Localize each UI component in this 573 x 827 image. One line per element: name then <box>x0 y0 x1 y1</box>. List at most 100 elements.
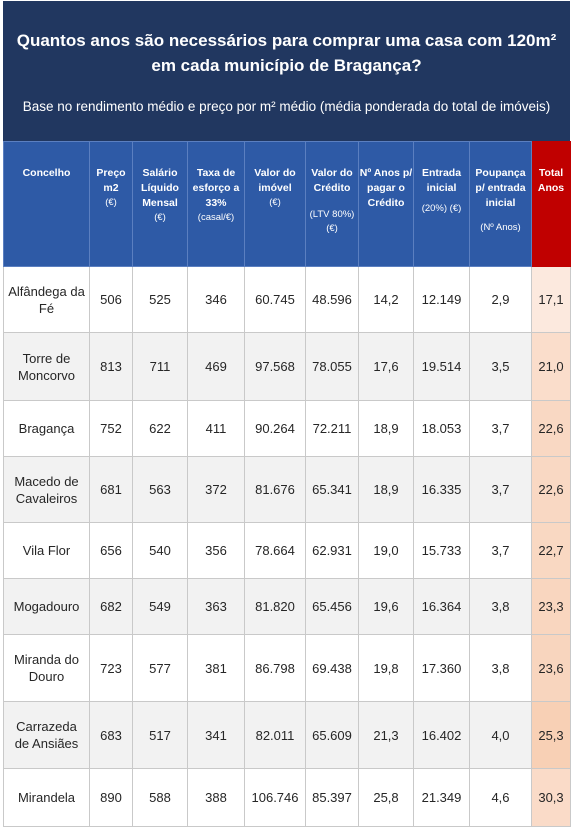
cell-preco-m2: 681 <box>89 456 133 523</box>
cell-valor-imovel: 106.746 <box>244 768 306 827</box>
cell-poupanca: 3,7 <box>469 400 532 457</box>
table-body: Alfândega da Fé 506 525 346 60.745 48.596 14,2… <box>3 266 571 827</box>
cell-taxa: 411 <box>187 400 245 457</box>
cell-poupanca: 2,9 <box>469 266 532 333</box>
cell-entrada: 21.349 <box>413 768 470 827</box>
title-banner: Quantos anos são necessários para compra… <box>3 1 570 141</box>
cell-salario: 577 <box>132 634 188 702</box>
cell-preco-m2: 656 <box>89 522 133 579</box>
cell-anos-credito: 19,8 <box>358 634 414 702</box>
cell-concelho: Alfândega da Fé <box>3 266 90 333</box>
cell-preco-m2: 813 <box>89 332 133 401</box>
cell-total-anos: 23,6 <box>531 634 571 702</box>
cell-salario: 525 <box>132 266 188 333</box>
table-row: Carrazeda de Ansiães 683 517 341 82.011 65.60… <box>3 701 571 769</box>
cell-taxa: 341 <box>187 701 245 769</box>
cell-total-anos: 25,3 <box>531 701 571 769</box>
cell-salario: 711 <box>132 332 188 401</box>
cell-total-anos: 22,6 <box>531 400 571 457</box>
cell-valor-credito: 65.609 <box>305 701 359 769</box>
header-total-anos: Total Anos <box>531 141 571 267</box>
cell-anos-credito: 14,2 <box>358 266 414 333</box>
cell-taxa: 372 <box>187 456 245 523</box>
header-taxa-esforco: Taxa de esforço a 33% (casal/€) <box>187 141 245 267</box>
cell-total-anos: 30,3 <box>531 768 571 827</box>
cell-preco-m2: 682 <box>89 578 133 635</box>
cell-taxa: 388 <box>187 768 245 827</box>
cell-preco-m2: 506 <box>89 266 133 333</box>
cell-valor-credito: 85.397 <box>305 768 359 827</box>
cell-preco-m2: 683 <box>89 701 133 769</box>
cell-valor-imovel: 90.264 <box>244 400 306 457</box>
header-salario: Salário Líquido Mensal (€) <box>132 141 188 267</box>
cell-concelho: Bragança <box>3 400 90 457</box>
table-row: Torre de Moncorvo 813 711 469 97.568 78.055 17… <box>3 332 571 401</box>
cell-anos-credito: 17,6 <box>358 332 414 401</box>
cell-total-anos: 22,6 <box>531 456 571 523</box>
cell-poupanca: 3,8 <box>469 578 532 635</box>
cell-poupanca: 3,8 <box>469 634 532 702</box>
header-poupanca: Poupança p/ entrada inicial (Nº Anos) <box>469 141 532 267</box>
cell-total-anos: 21,0 <box>531 332 571 401</box>
cell-salario: 549 <box>132 578 188 635</box>
cell-valor-credito: 78.055 <box>305 332 359 401</box>
cell-valor-credito: 72.211 <box>305 400 359 457</box>
cell-concelho: Torre de Moncorvo <box>3 332 90 401</box>
table-row: Vila Flor 656 540 356 78.664 62.931 19,0 15.733… <box>3 522 571 579</box>
cell-valor-credito: 48.596 <box>305 266 359 333</box>
header-valor-imovel: Valor do imóvel (€) <box>244 141 306 267</box>
chart-title: Quantos anos são necessários para compra… <box>16 31 557 75</box>
cell-anos-credito: 21,3 <box>358 701 414 769</box>
cell-valor-imovel: 81.676 <box>244 456 306 523</box>
cell-entrada: 12.149 <box>413 266 470 333</box>
cell-valor-imovel: 60.745 <box>244 266 306 333</box>
cell-entrada: 16.364 <box>413 578 470 635</box>
header-anos-credito: Nº Anos p/ pagar o Crédito <box>358 141 414 267</box>
table-row: Miranda do Douro 723 577 381 86.798 69.438 19,… <box>3 634 571 702</box>
header-concelho: Concelho <box>3 141 90 267</box>
cell-valor-credito: 65.456 <box>305 578 359 635</box>
table-row: Mogadouro 682 549 363 81.820 65.456 19,6 16.364… <box>3 578 571 635</box>
cell-anos-credito: 25,8 <box>358 768 414 827</box>
cell-taxa: 346 <box>187 266 245 333</box>
table-row: Macedo de Cavaleiros 681 563 372 81.676 65.34… <box>3 456 571 523</box>
cell-concelho: Mogadouro <box>3 578 90 635</box>
cell-concelho: Miranda do Douro <box>3 634 90 702</box>
cell-poupanca: 4,6 <box>469 768 532 827</box>
cell-salario: 588 <box>132 768 188 827</box>
cell-taxa: 381 <box>187 634 245 702</box>
table-row: Bragança 752 622 411 90.264 72.211 18,9 18.053 3… <box>3 400 571 457</box>
cell-preco-m2: 723 <box>89 634 133 702</box>
cell-concelho: Carrazeda de Ansiães <box>3 701 90 769</box>
cell-entrada: 16.335 <box>413 456 470 523</box>
header-entrada-inicial: Entrada inicial (20%) (€) <box>413 141 470 267</box>
cell-poupanca: 3,5 <box>469 332 532 401</box>
cell-total-anos: 17,1 <box>531 266 571 333</box>
cell-valor-imovel: 78.664 <box>244 522 306 579</box>
cell-taxa: 469 <box>187 332 245 401</box>
cell-entrada: 19.514 <box>413 332 470 401</box>
header-preco-m2: Preço m2 (€) <box>89 141 133 267</box>
cell-salario: 517 <box>132 701 188 769</box>
cell-valor-imovel: 82.011 <box>244 701 306 769</box>
cell-salario: 563 <box>132 456 188 523</box>
cell-concelho: Macedo de Cavaleiros <box>3 456 90 523</box>
cell-valor-credito: 69.438 <box>305 634 359 702</box>
cell-preco-m2: 890 <box>89 768 133 827</box>
cell-entrada: 17.360 <box>413 634 470 702</box>
cell-valor-imovel: 97.568 <box>244 332 306 401</box>
cell-anos-credito: 19,6 <box>358 578 414 635</box>
cell-taxa: 363 <box>187 578 245 635</box>
cell-poupanca: 3,7 <box>469 456 532 523</box>
cell-entrada: 16.402 <box>413 701 470 769</box>
cell-anos-credito: 18,9 <box>358 456 414 523</box>
cell-valor-imovel: 86.798 <box>244 634 306 702</box>
cell-salario: 622 <box>132 400 188 457</box>
cell-anos-credito: 19,0 <box>358 522 414 579</box>
header-valor-credito: Valor do Crédito (LTV 80%) (€) <box>305 141 359 267</box>
table-row: Mirandela 890 588 388 106.746 85.397 25,8 21.34… <box>3 768 571 827</box>
cell-total-anos: 22,7 <box>531 522 571 579</box>
cell-poupanca: 4,0 <box>469 701 532 769</box>
cell-poupanca: 3,7 <box>469 522 532 579</box>
